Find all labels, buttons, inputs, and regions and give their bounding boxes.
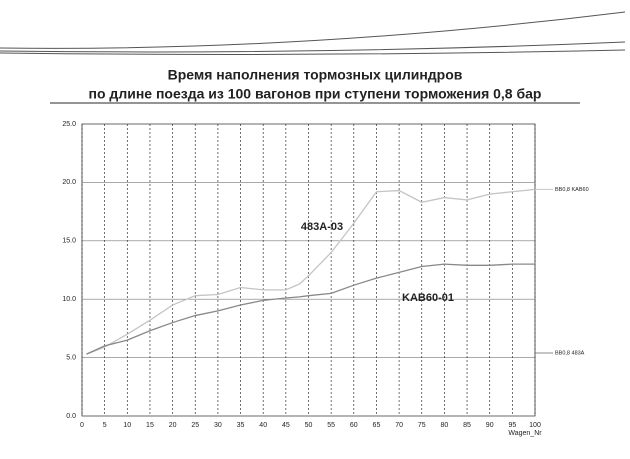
x-tick-label: 50 [305, 422, 313, 429]
x-tick-label: 10 [123, 422, 131, 429]
decor-line [0, 41, 626, 53]
x-tick-label: 35 [237, 422, 245, 429]
x-tick-label: 45 [282, 422, 290, 429]
chart-title: Время наполнения тормозных цилиндров [168, 67, 463, 83]
decor-line [0, 49, 626, 55]
chart-subtitle: по длине поезда из 100 вагонов при ступе… [89, 86, 542, 102]
series-line [86, 188, 536, 355]
y-tick-label: 20.0 [62, 179, 76, 186]
x-tick-label: 20 [169, 422, 177, 429]
annotation: KAB60-01 [402, 292, 454, 304]
y-tick-label: 5.0 [66, 354, 76, 361]
y-tick-label: 10.0 [62, 296, 76, 303]
x-axis-label: Wagen_Nr [508, 430, 542, 437]
legend-label: BB0,8 KAB60 [555, 187, 589, 193]
x-tick-label: 40 [259, 422, 267, 429]
x-tick-label: 80 [441, 422, 449, 429]
x-tick-label: 55 [327, 422, 335, 429]
y-tick-label: 0.0 [66, 413, 76, 420]
x-tick-label: 85 [463, 422, 471, 429]
x-tick-label: 90 [486, 422, 494, 429]
y-tick-label: 15.0 [62, 238, 76, 245]
x-tick-label: 70 [395, 422, 403, 429]
decor-line [0, 11, 626, 49]
x-tick-label: 25 [191, 422, 199, 429]
x-tick-label: 75 [418, 422, 426, 429]
y-tick-label: 25.0 [62, 121, 76, 128]
x-tick-label: 65 [373, 422, 381, 429]
x-tick-label: 5 [103, 422, 107, 429]
series-line [86, 263, 535, 355]
annotation: 483A-03 [301, 221, 343, 233]
legend-label: BB0,8 483A [555, 350, 585, 356]
x-tick-label: 0 [80, 422, 84, 429]
x-tick-label: 95 [508, 422, 516, 429]
x-tick-label: 60 [350, 422, 358, 429]
x-tick-label: 15 [146, 422, 154, 429]
x-tick-label: 30 [214, 422, 222, 429]
x-tick-label: 100 [529, 422, 541, 429]
